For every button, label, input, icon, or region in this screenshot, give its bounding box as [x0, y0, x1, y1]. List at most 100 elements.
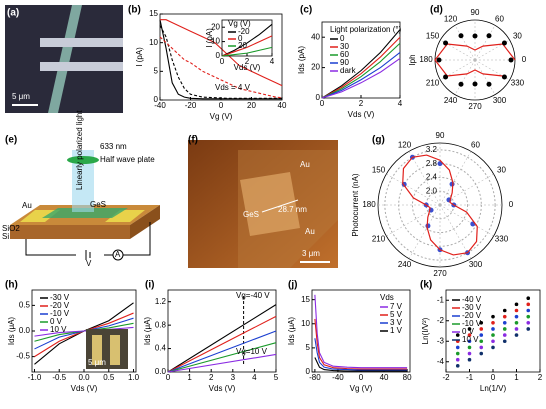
- legend-title: Light polarization (°): [330, 25, 402, 34]
- point: [502, 327, 507, 331]
- grid-circle: [384, 149, 496, 261]
- annotation: Vg=10 V: [236, 347, 268, 356]
- panel-label: (h): [5, 280, 18, 291]
- y-axis-label: Ln(I/V²): [421, 317, 430, 344]
- wire: [25, 239, 76, 256]
- point: [491, 333, 495, 337]
- legend-label: 5 V: [390, 310, 403, 319]
- source-label: V: [86, 259, 92, 268]
- point: [514, 333, 519, 337]
- polar-point: [443, 40, 449, 46]
- x-tick-label: -2: [442, 373, 450, 382]
- x-tick-label: -40: [154, 101, 166, 110]
- legend-label: 10 V: [462, 335, 479, 344]
- line: [321, 58, 401, 99]
- point: [514, 321, 519, 325]
- x-tick-label: -1: [466, 373, 474, 382]
- panel-label: (d): [430, 5, 443, 16]
- electrode: [40, 38, 123, 47]
- line: [221, 23, 273, 57]
- point: [467, 345, 472, 350]
- electrode: [105, 210, 145, 222]
- point: [502, 308, 507, 313]
- line: [221, 46, 273, 57]
- angle-tick-label: 270: [433, 269, 447, 278]
- angle-tick-label: 0: [522, 55, 527, 64]
- point: [502, 314, 507, 319]
- point: [467, 333, 472, 337]
- point: [514, 327, 519, 331]
- legend-label: 30: [340, 42, 349, 51]
- legend-label: 0 V: [50, 317, 63, 326]
- legend-label: -10 V: [462, 319, 482, 328]
- scale-bar-label: 3 μm: [302, 249, 320, 258]
- angle-grid: [408, 204, 441, 259]
- legend-label: 10 V: [50, 325, 67, 334]
- point: [455, 345, 460, 350]
- line: [321, 51, 401, 99]
- y-tick-label: 0: [316, 93, 321, 102]
- x-axis-label: Vg (V): [210, 112, 233, 121]
- line: [167, 342, 277, 373]
- flake: [48, 5, 82, 113]
- y-tick-label: 10: [149, 38, 158, 47]
- thickness-label: 28.7 nm: [278, 205, 307, 214]
- point: [502, 321, 507, 325]
- ammeter: [112, 249, 124, 261]
- x-tick-label: 0: [491, 373, 496, 382]
- line: [167, 315, 277, 373]
- angle-tick-label: 60: [471, 140, 480, 149]
- polar-point: [458, 33, 464, 39]
- oxide-label: SiO2: [2, 224, 20, 233]
- legend-label: 3 V: [390, 318, 403, 327]
- angle-grid: [474, 59, 496, 95]
- line: [314, 357, 408, 372]
- polar-point: [472, 33, 478, 39]
- electrode-label: Au: [22, 201, 32, 210]
- polar-point: [486, 81, 492, 87]
- substrate-side: [10, 225, 130, 239]
- x-tick-label: 4: [252, 373, 257, 382]
- inset-electrode: [110, 335, 120, 365]
- point: [479, 327, 484, 331]
- panel-label: (i): [145, 280, 154, 291]
- point: [467, 327, 472, 331]
- angle-tick-label: 240: [398, 260, 412, 269]
- legend-label: 20: [238, 41, 247, 50]
- profile-line: [261, 199, 299, 213]
- beam-label: Linearly polarized light: [75, 110, 84, 190]
- x-tick-label: 2: [245, 57, 250, 66]
- y-tick-label: 10: [211, 37, 220, 46]
- point: [467, 351, 472, 356]
- x-tick-label: 4: [270, 57, 275, 66]
- x-tick-label: -1.0: [28, 373, 42, 382]
- polar-point: [425, 223, 431, 229]
- polar-point: [501, 74, 507, 80]
- point: [502, 333, 507, 337]
- flake-label: GeS: [90, 200, 106, 209]
- x-tick-label: 4: [398, 99, 403, 108]
- y-tick-label: 10: [301, 319, 310, 328]
- x-tick-label: 5: [274, 373, 279, 382]
- x-tick-label: 1: [514, 373, 519, 382]
- point: [455, 364, 460, 368]
- angle-tick-label: 120: [444, 14, 458, 23]
- point: [479, 351, 484, 356]
- y-tick-label: 0: [216, 51, 221, 60]
- r-tick-label: 3.2: [426, 145, 438, 154]
- line: [321, 42, 401, 99]
- angle-tick-label: 270: [468, 102, 482, 111]
- y-tick-label: 0.0: [155, 367, 167, 376]
- r-tick-label: 2.8: [426, 159, 438, 168]
- angle-tick-label: 90: [471, 8, 480, 17]
- point: [467, 339, 472, 344]
- x-tick-label: 2: [538, 373, 543, 382]
- x-tick-label: 0: [320, 99, 325, 108]
- x-axis-label: Ln(1/V): [480, 384, 507, 393]
- polar-point: [449, 181, 455, 187]
- panel-label: (k): [420, 280, 432, 291]
- legend-label: -30 V: [50, 293, 70, 302]
- line: [314, 294, 408, 369]
- point: [526, 302, 531, 307]
- x-tick-label: 0: [359, 373, 364, 382]
